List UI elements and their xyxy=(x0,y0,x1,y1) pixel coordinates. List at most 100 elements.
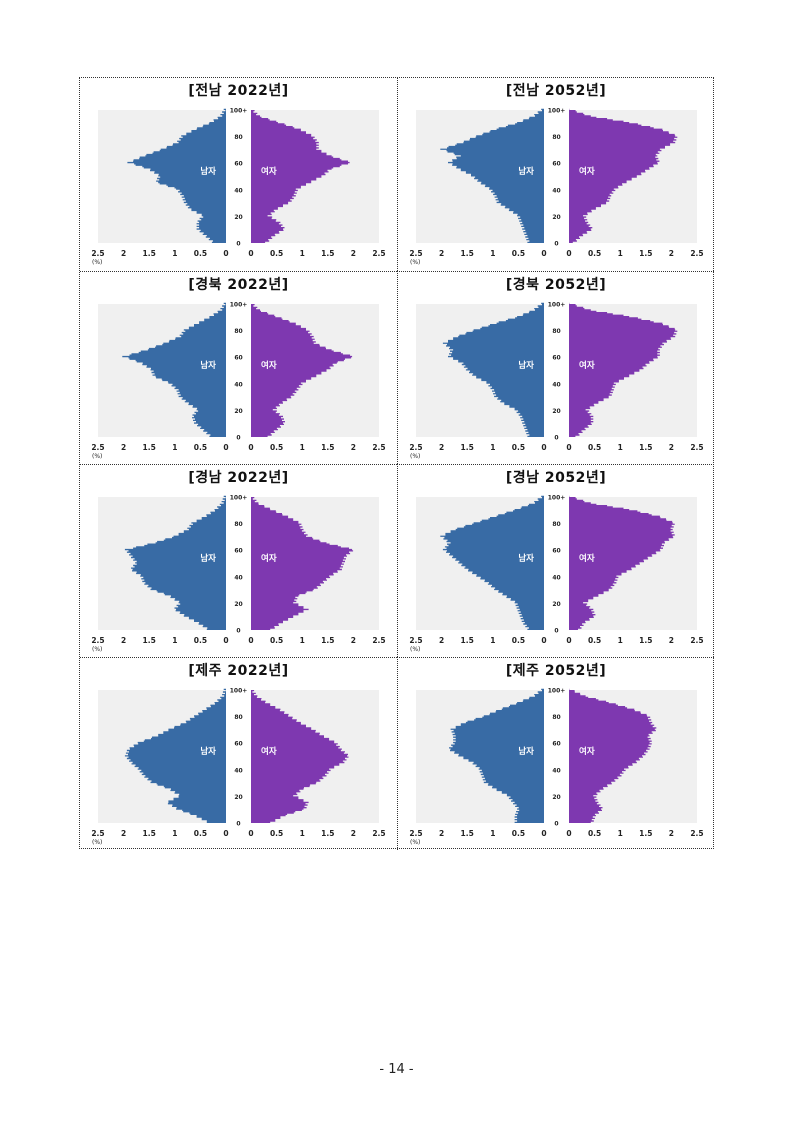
x-tick-label-female: 0 xyxy=(248,443,253,452)
y-tick-label: 0 xyxy=(554,821,558,828)
y-tick-label: 40 xyxy=(234,574,242,581)
y-tick-label: 40 xyxy=(234,381,242,388)
x-tick-label-female: 1 xyxy=(618,636,623,645)
x-tick-label-female: 0 xyxy=(248,636,253,645)
x-tick-label-male: 1 xyxy=(172,829,177,838)
x-tick-label-male: 2 xyxy=(439,443,444,452)
x-tick-label-male: 2 xyxy=(121,443,126,452)
x-tick-label-male: 1 xyxy=(490,829,495,838)
x-tick-label-male: 1.5 xyxy=(461,443,474,452)
male-population-bars xyxy=(440,495,544,630)
x-tick-label-male: 1 xyxy=(172,443,177,452)
x-tick-label-female: 2 xyxy=(351,829,356,838)
x-tick-label-male: 2 xyxy=(121,829,126,838)
x-tick-label-female: 1 xyxy=(300,636,305,645)
population-pyramid-gyeongbuk-2022: 남자 여자 0 20 40 60 80 100+ 2.5 2 1.5 1 0.5 0 0 0.5 1 1.5 2 2.… xyxy=(91,302,385,461)
x-tick-label-female: 1.5 xyxy=(639,829,652,838)
female-population-bars xyxy=(569,108,678,243)
female-label: 여자 xyxy=(261,553,277,564)
y-tick-label: 80 xyxy=(552,521,560,528)
female-label: 여자 xyxy=(579,553,595,564)
chart-cell-jeonnam-2052: [전남 2052년] 남자 여자 0 20 40 60 80 100+ 2.5 2 1.5 1 0.5 0… xyxy=(397,78,714,271)
male-label: 남자 xyxy=(518,360,534,371)
chart-cell-jeju-2022: [제주 2022년] 남자 여자 0 20 40 60 80 100+ 2.5 2 1.5 1 0.5 0… xyxy=(80,657,397,850)
x-tick-label-male: 1.5 xyxy=(461,829,474,838)
x-tick-label-male: 0 xyxy=(223,443,228,452)
x-tick-label-male: 0 xyxy=(223,636,228,645)
y-tick-label: 0 xyxy=(236,241,240,248)
male-label: 남자 xyxy=(518,746,534,757)
y-tick-label: 100+ xyxy=(548,302,566,309)
x-tick-label-male: 0 xyxy=(541,636,546,645)
chart-cell-gyeongbuk-2022: [경북 2022년] 남자 여자 0 20 40 60 80 100+ 2.5 2 1.5 1 0.5 0… xyxy=(80,271,397,464)
x-tick-label-male: 2 xyxy=(439,249,444,258)
x-tick-label-male: 0 xyxy=(541,443,546,452)
x-tick-label-female: 2.5 xyxy=(372,636,385,645)
chart-cell-jeju-2052: [제주 2052년] 남자 여자 0 20 40 60 80 100+ 2.5 2 1.5 1 0.5 0… xyxy=(397,657,714,850)
x-tick-label-male: 0.5 xyxy=(512,636,525,645)
y-tick-label: 20 xyxy=(552,408,560,415)
x-tick-label-male: 2.5 xyxy=(409,249,422,258)
x-tick-label-female: 2 xyxy=(351,249,356,258)
x-tick-label-male: 1.5 xyxy=(143,249,156,258)
y-tick-label: 60 xyxy=(552,161,560,168)
male-population-bars xyxy=(449,688,544,823)
chart-title: [경북 2052년] xyxy=(505,277,607,293)
y-tick-label: 100+ xyxy=(230,108,248,115)
pyramid-grid: [전남 2022년] 남자 여자 0 20 40 60 80 100+ 2.5 2 1.5 1 0.5 0… xyxy=(79,77,714,850)
x-tick-label-female: 0.5 xyxy=(270,443,283,452)
x-tick-label-male: 2.5 xyxy=(409,443,422,452)
x-tick-label-female: 2 xyxy=(669,443,674,452)
y-tick-label: 0 xyxy=(554,241,558,248)
x-unit-label: (%) xyxy=(92,453,102,460)
x-tick-label-female: 1 xyxy=(618,443,623,452)
population-pyramid-gyeongnam-2052: 남자 여자 0 20 40 60 80 100+ 2.5 2 1.5 1 0.5 0 0 0.5 1 1.5 2 2.… xyxy=(409,495,703,654)
y-tick-label: 40 xyxy=(552,767,560,774)
x-tick-label-female: 0 xyxy=(248,829,253,838)
x-unit-label: (%) xyxy=(92,839,102,846)
y-tick-label: 60 xyxy=(552,741,560,748)
x-tick-label-male: 1.5 xyxy=(461,636,474,645)
y-tick-label: 80 xyxy=(552,328,560,335)
x-tick-label-male: 2.5 xyxy=(91,443,104,452)
x-tick-label-male: 1 xyxy=(172,636,177,645)
population-pyramid-jeonnam-2022: 남자 여자 0 20 40 60 80 100+ 2.5 2 1.5 1 0.5 0 0 0.5 1 1.5 2 2.… xyxy=(91,108,385,267)
population-pyramid-gyeongnam-2022: 남자 여자 0 20 40 60 80 100+ 2.5 2 1.5 1 0.5 0 0 0.5 1 1.5 2 2.… xyxy=(91,495,385,654)
x-unit-label: (%) xyxy=(410,646,420,653)
x-tick-label-female: 0.5 xyxy=(270,636,283,645)
x-unit-label: (%) xyxy=(92,259,102,266)
population-pyramid-jeonnam-2052: 남자 여자 0 20 40 60 80 100+ 2.5 2 1.5 1 0.5 0 0 0.5 1 1.5 2 2.… xyxy=(409,108,703,267)
male-population-bars xyxy=(442,302,544,437)
population-pyramid-jeju-2022: 남자 여자 0 20 40 60 80 100+ 2.5 2 1.5 1 0.5 0 0 0.5 1 1.5 2 2.… xyxy=(91,688,385,847)
x-tick-label-male: 0 xyxy=(541,249,546,258)
female-population-bars xyxy=(569,302,678,437)
x-unit-label: (%) xyxy=(92,646,102,653)
x-tick-label-male: 2.5 xyxy=(409,636,422,645)
x-tick-label-male: 0 xyxy=(541,829,546,838)
x-tick-label-male: 1 xyxy=(490,636,495,645)
x-tick-label-female: 1.5 xyxy=(321,443,334,452)
y-tick-label: 0 xyxy=(236,435,240,442)
chart-cell-gyeongbuk-2052: [경북 2052년] 남자 여자 0 20 40 60 80 100+ 2.5 2 1.5 1 0.5 0… xyxy=(397,271,714,464)
x-tick-label-female: 0 xyxy=(248,249,253,258)
y-tick-label: 100+ xyxy=(230,302,248,309)
y-tick-label: 100+ xyxy=(230,688,248,695)
chart-cell-gyeongnam-2052: [경남 2052년] 남자 여자 0 20 40 60 80 100+ 2.5 2 1.5 1 0.5 0… xyxy=(397,464,714,657)
x-tick-label-female: 1.5 xyxy=(639,636,652,645)
y-tick-label: 20 xyxy=(234,408,242,415)
y-tick-label: 0 xyxy=(236,628,240,635)
y-tick-label: 60 xyxy=(552,548,560,555)
x-unit-label: (%) xyxy=(410,453,420,460)
y-tick-label: 40 xyxy=(552,187,560,194)
y-tick-label: 20 xyxy=(552,601,560,608)
y-tick-label: 20 xyxy=(234,794,242,801)
male-label: 남자 xyxy=(200,166,216,177)
chart-title: [경남 2052년] xyxy=(505,470,607,486)
x-tick-label-male: 2 xyxy=(439,829,444,838)
x-tick-label-female: 1.5 xyxy=(321,829,334,838)
x-tick-label-male: 2.5 xyxy=(91,829,104,838)
y-tick-label: 100+ xyxy=(548,688,566,695)
y-tick-label: 60 xyxy=(234,355,242,362)
male-label: 남자 xyxy=(200,746,216,757)
female-population-bars xyxy=(251,495,354,630)
